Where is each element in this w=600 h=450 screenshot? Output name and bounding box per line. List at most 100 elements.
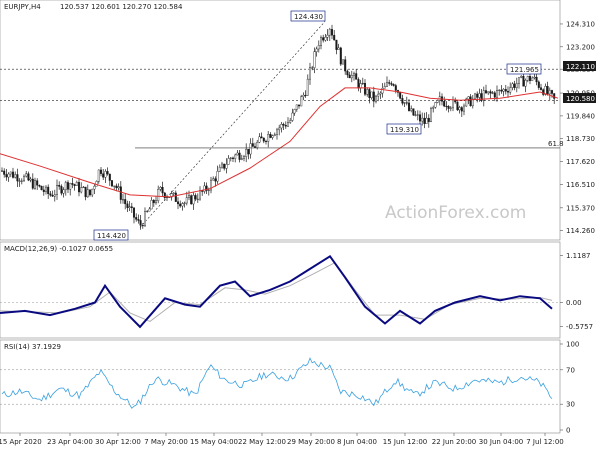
candle-body <box>220 163 223 168</box>
candle-body <box>278 127 281 131</box>
candle-body <box>161 187 164 194</box>
candle-body <box>526 76 529 81</box>
candle-body <box>280 123 283 129</box>
candle-body <box>386 82 389 87</box>
candle-body <box>498 89 501 91</box>
candle-body <box>247 149 250 155</box>
annotation-mid-low: 119.310 <box>386 123 422 135</box>
candle-body <box>53 194 56 197</box>
candle-body <box>190 195 193 205</box>
candle-body <box>306 78 309 96</box>
candle-body <box>150 200 153 210</box>
watermark: ActionForex.com <box>385 203 526 223</box>
candle-body <box>368 89 371 98</box>
candle-body <box>366 89 369 95</box>
candle-body <box>80 187 83 193</box>
candle-body <box>485 90 488 94</box>
candle-body <box>443 101 446 107</box>
price-tag-last: 120.580 <box>563 93 596 103</box>
candle-body <box>511 83 514 88</box>
candle-body <box>434 102 437 108</box>
candle-body <box>553 93 556 99</box>
candle-body <box>231 157 234 159</box>
price-tick-label: 117.620 <box>566 158 595 166</box>
candle-body <box>309 67 312 80</box>
price-ohlc: 120.537 120.601 120.270 120.584 <box>60 3 183 11</box>
candle-body <box>315 48 318 52</box>
candle-body <box>399 92 402 99</box>
svg-text:124.430: 124.430 <box>294 13 323 21</box>
macd-tick-label: 0.00 <box>566 299 582 307</box>
candle-body <box>447 106 450 109</box>
candle-body <box>405 102 408 104</box>
candle-body <box>88 189 91 196</box>
candle-body <box>194 195 197 200</box>
candle-body <box>344 59 347 72</box>
candle-body <box>205 185 208 191</box>
candle-body <box>106 171 109 175</box>
candle-body <box>62 189 65 194</box>
candle-body <box>388 82 391 84</box>
candle-body <box>95 181 98 187</box>
candle-body <box>157 189 160 201</box>
candle-body <box>333 34 336 41</box>
candle-body <box>29 178 32 181</box>
candle-body <box>174 192 177 202</box>
macd-tick-label: 1.1187 <box>566 252 591 260</box>
candle-body <box>337 47 340 50</box>
macd-title: MACD(12,26,9) -0.1027 0.0655 <box>4 245 113 253</box>
candle-body <box>500 89 503 92</box>
rsi-tick-label: 30 <box>566 401 575 409</box>
x-tick-label: 8 Jun 04:00 <box>337 438 377 446</box>
rsi-line <box>1 357 553 409</box>
candle-body <box>187 195 190 198</box>
candle-body <box>16 174 19 182</box>
candle-body <box>249 143 252 155</box>
candle-body <box>298 104 301 107</box>
candle-body <box>379 92 382 95</box>
candle-body <box>331 29 334 36</box>
candle-body <box>392 84 395 86</box>
candle-body <box>551 90 554 94</box>
candle-body <box>225 164 228 169</box>
candle-body <box>540 87 543 90</box>
candle-body <box>320 37 323 46</box>
candle-body <box>234 154 237 159</box>
candle-body <box>18 180 21 182</box>
candle-body <box>509 87 512 93</box>
candle-body <box>183 202 186 204</box>
candle-body <box>339 47 342 65</box>
svg-text:119.310: 119.310 <box>390 126 419 134</box>
price-tick-label: 118.730 <box>566 135 595 143</box>
candle-body <box>36 180 39 186</box>
candle-body <box>287 122 290 127</box>
candle-body <box>163 192 166 199</box>
macd-tick-label: -0.5757 <box>566 323 593 331</box>
candle-body <box>469 96 472 107</box>
x-tick-label: 22 Jun 20:00 <box>432 438 476 446</box>
candle-body <box>465 98 468 107</box>
candle-body <box>403 102 406 104</box>
candle-body <box>537 81 540 88</box>
candle-body <box>14 174 17 178</box>
candle-body <box>58 185 61 187</box>
candle-body <box>381 88 384 94</box>
x-tick-label: 30 Apr 12:00 <box>95 438 141 446</box>
candle-body <box>416 114 419 116</box>
candle-body <box>113 185 116 187</box>
candle-body <box>348 74 351 79</box>
candle-body <box>170 193 173 198</box>
svg-text:114.420: 114.420 <box>97 232 126 240</box>
candle-body <box>452 99 455 109</box>
candle-body <box>51 194 54 197</box>
candle-body <box>66 182 69 190</box>
candle-body <box>410 108 413 111</box>
candle-body <box>86 189 89 198</box>
candle-body <box>64 182 67 190</box>
candle-body <box>240 158 243 160</box>
candle-body <box>502 89 505 92</box>
svg-text:120.580: 120.580 <box>566 95 595 103</box>
svg-text:121.965: 121.965 <box>510 66 539 74</box>
candle-body <box>322 37 325 41</box>
candle-body <box>496 90 499 98</box>
